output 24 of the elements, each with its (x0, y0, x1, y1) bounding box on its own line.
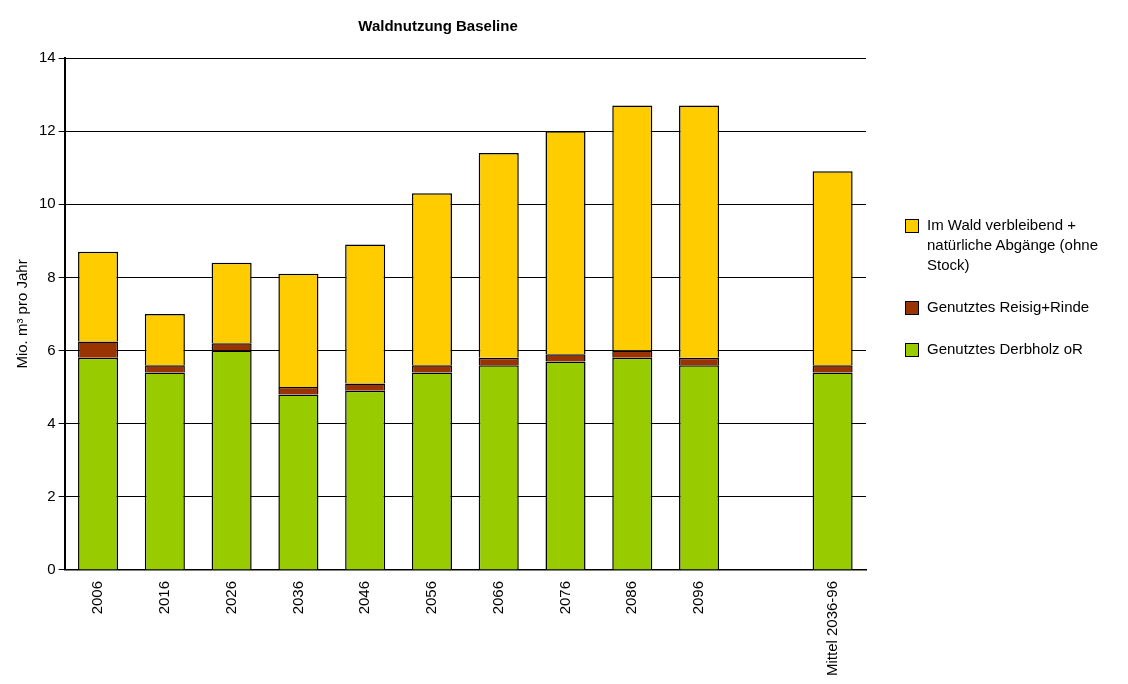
x-tick-label: 2036 (288, 580, 306, 615)
x-tick-label: 2066 (488, 580, 506, 615)
y-tick-label: 10 (39, 194, 56, 212)
y-tick-label: 8 (47, 267, 56, 285)
x-tick-label: 2026 (221, 580, 239, 615)
legend-label: Im Wald verbleibend + natürliche Abgänge (ohne Stock) (927, 215, 1099, 275)
x-tick-label: Mittel 2036-96 (822, 580, 840, 677)
legend-label: Genutztes Reisig+Rinde (927, 297, 1090, 317)
x-tick-label: 2006 (88, 580, 106, 615)
x-tick-label: 2086 (622, 580, 640, 615)
x-tick-label: 2056 (422, 580, 440, 615)
y-tick-label: 4 (47, 413, 56, 431)
x-tick-label: 2016 (154, 580, 172, 615)
y-axis-title: Mio. m³ pro Jahr (13, 259, 31, 369)
y-tick-label: 12 (39, 121, 56, 139)
y-tick-label: 2 (47, 486, 56, 504)
x-tick-label: 2096 (689, 580, 707, 615)
legend-label: Genutztes Derbholz oR (927, 339, 1083, 359)
y-tick-label: 14 (39, 48, 56, 66)
chart-title: Waldnutzung Baseline (358, 17, 518, 35)
y-tick-label: 6 (47, 340, 56, 358)
x-tick-label: 2076 (555, 580, 573, 615)
x-tick-label: 2046 (355, 580, 373, 615)
y-tick-label: 0 (47, 560, 56, 578)
